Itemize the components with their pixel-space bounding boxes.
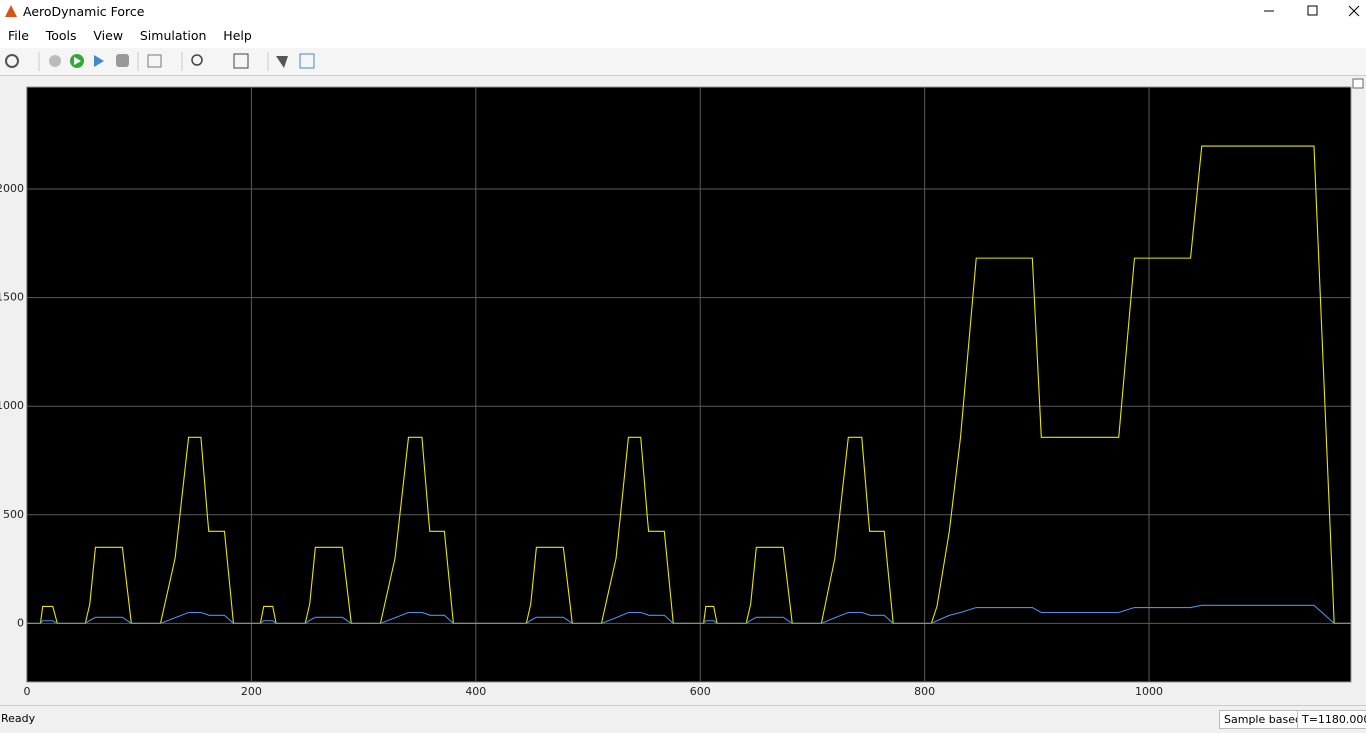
status-time: T=1180.000: [1297, 710, 1366, 729]
y-tick-label: 500: [3, 508, 24, 521]
x-tick-label: 400: [465, 685, 486, 698]
app-icon: [5, 5, 17, 17]
toolbar-icons[interactable]: [0, 48, 340, 75]
undock-button[interactable]: [1352, 78, 1364, 89]
status-text: Ready: [1, 712, 36, 725]
title-bar: AeroDynamic Force: [0, 0, 1366, 22]
x-tick-label: 800: [914, 685, 935, 698]
menu-item[interactable]: Help: [223, 28, 252, 43]
scope-chart: 0 500 1000 1500 2000 0 200 400 600 800 1000: [0, 78, 1364, 698]
window-title: AeroDynamic Force: [23, 4, 145, 19]
y-tick-label: 1000: [0, 399, 24, 412]
x-tick-label: 1000: [1135, 685, 1163, 698]
status-bar: Ready Sample based T=1180.000: [0, 705, 1366, 733]
menu-item[interactable]: Tools: [45, 28, 77, 43]
y-tick-label: 2000: [0, 182, 24, 195]
status-mode: Sample based: [1219, 710, 1307, 729]
x-tick-label: 0: [24, 685, 31, 698]
x-tick-label: 200: [241, 685, 262, 698]
plot-area: [26, 86, 1352, 683]
y-tick-label: 0: [17, 616, 24, 629]
x-tick-label: 600: [690, 685, 711, 698]
series-line: [27, 604, 1351, 624]
menu-item[interactable]: View: [93, 28, 124, 43]
menu-item[interactable]: File: [8, 28, 29, 43]
window-controls[interactable]: [1246, 0, 1366, 22]
menu-bar: File Tools View Simulation Help: [0, 22, 1366, 48]
y-tick-label: 1500: [0, 291, 24, 304]
toolbar: [0, 48, 1366, 76]
menu-item[interactable]: Simulation: [139, 28, 207, 43]
